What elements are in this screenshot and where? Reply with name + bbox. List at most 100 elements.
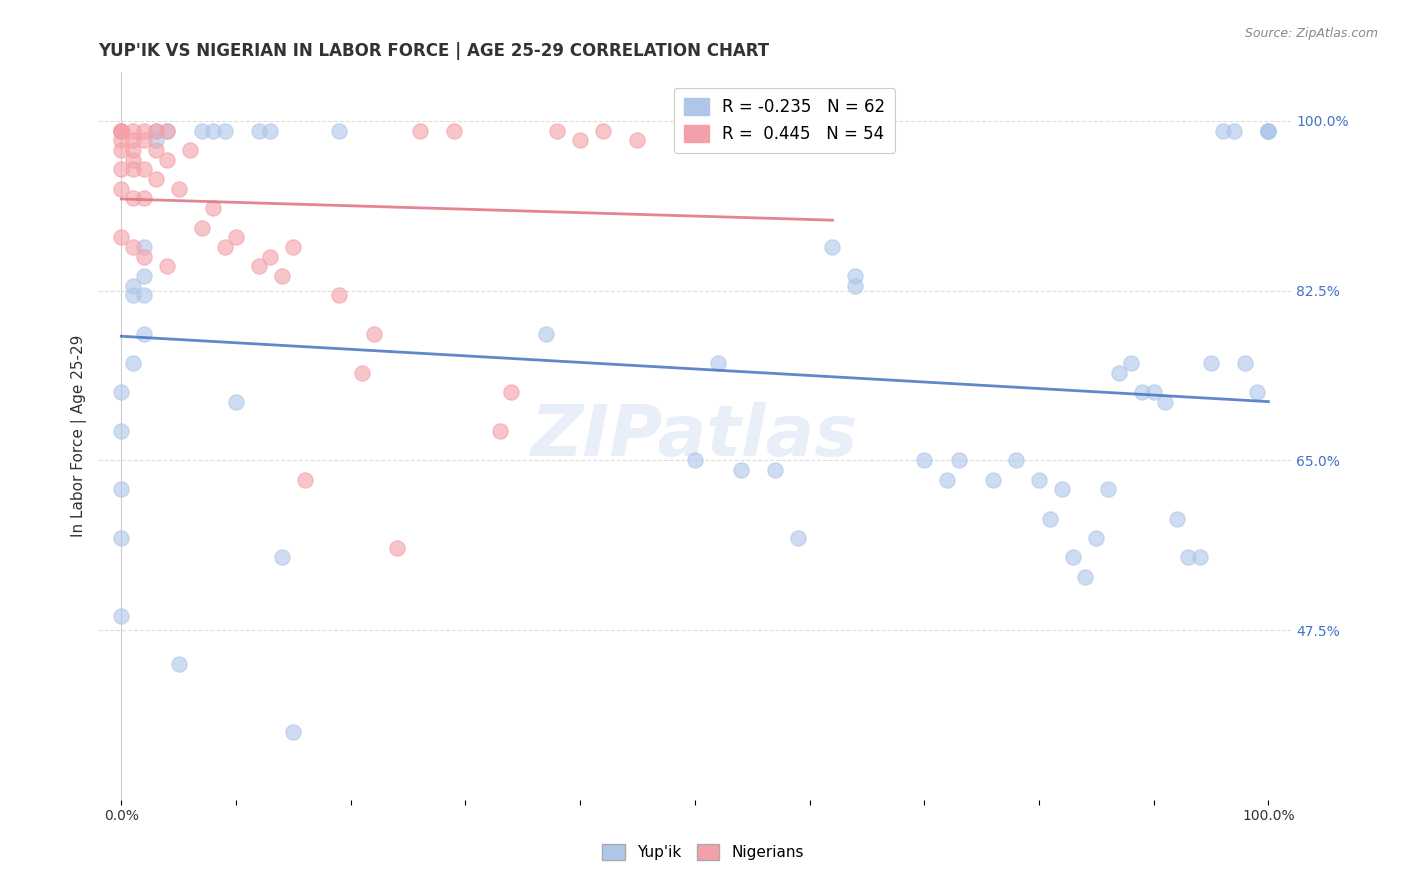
Point bbox=[145, 172, 167, 186]
Point bbox=[1223, 123, 1246, 137]
Text: Source: ZipAtlas.com: Source: ZipAtlas.com bbox=[1244, 27, 1378, 40]
Point bbox=[121, 123, 143, 137]
Point bbox=[1257, 123, 1279, 137]
Point bbox=[202, 201, 225, 215]
Point bbox=[981, 473, 1004, 487]
Point bbox=[948, 453, 970, 467]
Point bbox=[1177, 550, 1199, 565]
Point bbox=[1097, 483, 1119, 497]
Point bbox=[1005, 453, 1028, 467]
Point bbox=[546, 123, 568, 137]
Point bbox=[110, 182, 132, 196]
Point bbox=[352, 366, 374, 380]
Point bbox=[1257, 123, 1279, 137]
Point bbox=[202, 123, 225, 137]
Point bbox=[121, 288, 143, 302]
Point bbox=[328, 123, 350, 137]
Point bbox=[443, 123, 465, 137]
Point bbox=[121, 356, 143, 370]
Point bbox=[134, 133, 156, 147]
Point bbox=[408, 123, 430, 137]
Point bbox=[821, 123, 844, 137]
Point bbox=[110, 483, 132, 497]
Point bbox=[799, 123, 821, 137]
Point bbox=[1028, 473, 1050, 487]
Point bbox=[844, 269, 866, 284]
Point bbox=[683, 453, 706, 467]
Point bbox=[134, 327, 156, 342]
Point bbox=[385, 541, 408, 555]
Point bbox=[110, 385, 132, 400]
Point bbox=[110, 123, 132, 137]
Point bbox=[328, 288, 350, 302]
Point bbox=[145, 143, 167, 157]
Point bbox=[844, 278, 866, 293]
Point bbox=[1257, 123, 1279, 137]
Point bbox=[912, 453, 935, 467]
Point bbox=[145, 123, 167, 137]
Point bbox=[179, 143, 201, 157]
Point bbox=[121, 162, 143, 177]
Point bbox=[134, 288, 156, 302]
Point bbox=[1199, 356, 1222, 370]
Point bbox=[110, 608, 132, 623]
Point bbox=[190, 220, 212, 235]
Point bbox=[259, 123, 281, 137]
Point bbox=[225, 395, 247, 409]
Point bbox=[247, 260, 270, 274]
Y-axis label: In Labor Force | Age 25-29: In Labor Force | Age 25-29 bbox=[72, 334, 87, 537]
Point bbox=[1085, 531, 1108, 545]
Point bbox=[110, 123, 132, 137]
Point bbox=[134, 240, 156, 254]
Point bbox=[156, 123, 179, 137]
Point bbox=[121, 192, 143, 206]
Point bbox=[569, 133, 592, 147]
Point bbox=[730, 463, 752, 477]
Point bbox=[1039, 511, 1062, 525]
Point bbox=[787, 531, 810, 545]
Point bbox=[1074, 570, 1097, 584]
Point bbox=[121, 133, 143, 147]
Text: ZIPatlas: ZIPatlas bbox=[531, 401, 859, 471]
Point bbox=[821, 240, 844, 254]
Point bbox=[363, 327, 385, 342]
Point bbox=[156, 153, 179, 167]
Point bbox=[294, 473, 316, 487]
Point bbox=[110, 162, 132, 177]
Point bbox=[121, 143, 143, 157]
Point bbox=[134, 269, 156, 284]
Point bbox=[1188, 550, 1211, 565]
Point bbox=[145, 133, 167, 147]
Point bbox=[110, 424, 132, 438]
Point bbox=[110, 230, 132, 244]
Point bbox=[134, 250, 156, 264]
Point bbox=[110, 531, 132, 545]
Point bbox=[156, 123, 179, 137]
Point bbox=[763, 463, 786, 477]
Point bbox=[592, 123, 614, 137]
Point bbox=[1130, 385, 1153, 400]
Point bbox=[110, 133, 132, 147]
Point bbox=[283, 724, 305, 739]
Point bbox=[134, 123, 156, 137]
Point bbox=[936, 473, 959, 487]
Point bbox=[270, 550, 292, 565]
Point bbox=[718, 123, 741, 137]
Point bbox=[167, 657, 190, 671]
Point bbox=[1062, 550, 1084, 565]
Point bbox=[247, 123, 270, 137]
Point bbox=[121, 240, 143, 254]
Point bbox=[121, 278, 143, 293]
Point bbox=[145, 123, 167, 137]
Point bbox=[110, 123, 132, 137]
Point bbox=[1108, 366, 1130, 380]
Point bbox=[259, 250, 281, 264]
Point bbox=[1246, 385, 1268, 400]
Legend: Yup'ik, Nigerians: Yup'ik, Nigerians bbox=[596, 838, 810, 866]
Point bbox=[489, 424, 512, 438]
Point bbox=[707, 356, 730, 370]
Point bbox=[134, 162, 156, 177]
Point bbox=[1119, 356, 1142, 370]
Point bbox=[501, 385, 523, 400]
Point bbox=[214, 123, 236, 137]
